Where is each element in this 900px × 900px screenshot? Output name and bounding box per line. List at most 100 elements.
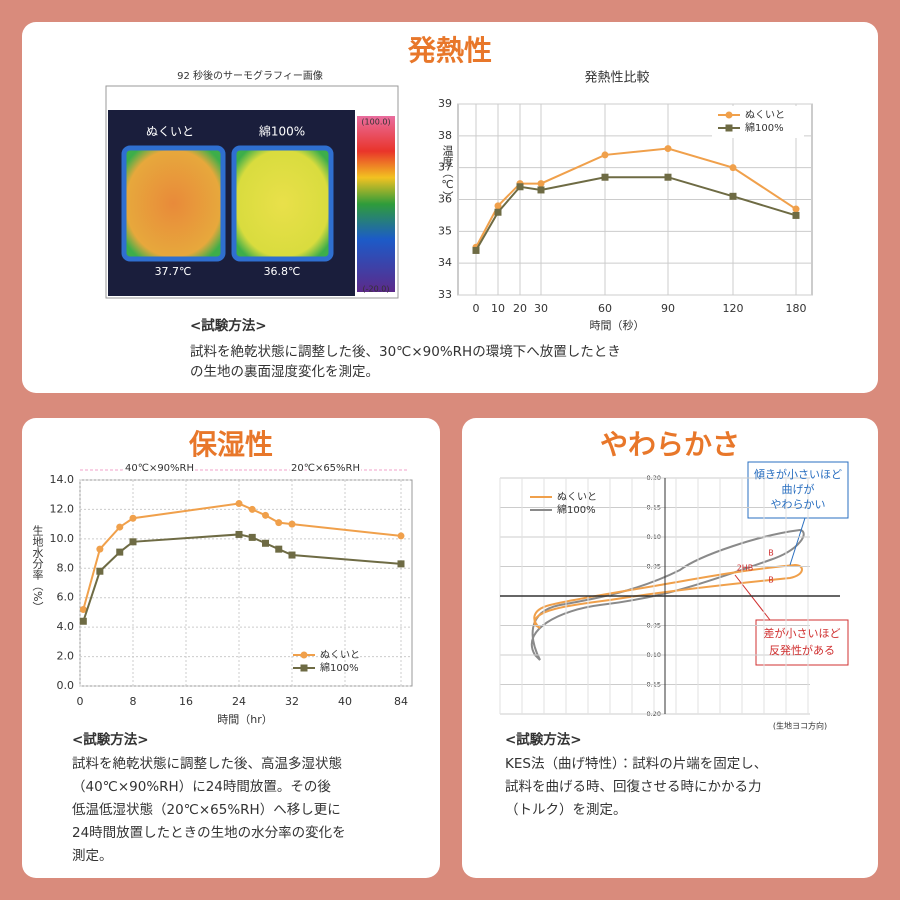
method-text: 試料を曲げる時、回復させる時にかかる力 — [505, 778, 762, 795]
x-tick-label: 16 — [179, 695, 193, 708]
callout-text: やわらかい — [771, 498, 826, 511]
thermo-sample — [231, 145, 334, 262]
point — [494, 202, 502, 210]
y-tick-label: 10.0 — [50, 532, 75, 545]
point — [729, 192, 737, 200]
y-tick-label: 36 — [438, 193, 452, 206]
section-title: 保湿性 — [189, 428, 273, 461]
series-line — [475, 147, 797, 248]
thermo-label: 綿100% — [259, 125, 305, 139]
point — [288, 520, 296, 528]
y-tick-label: 4.0 — [57, 620, 75, 633]
y-tick-label: 33 — [438, 288, 452, 301]
method-text: 試料を絶乾状態に調整した後、30℃×90%RHの環境下へ放置したとき — [190, 343, 621, 360]
y-axis-label: 生地水分率（%） — [31, 524, 44, 613]
x-tick-label: 84 — [394, 695, 408, 708]
point — [516, 183, 524, 191]
point — [494, 208, 502, 216]
method-text: 測定。 — [72, 848, 113, 864]
point — [262, 511, 269, 519]
point — [601, 151, 609, 159]
y-tick-label: 39 — [438, 97, 452, 110]
x-tick-label: 90 — [661, 302, 675, 315]
marker-label: B — [768, 576, 774, 585]
point — [537, 180, 545, 188]
x-tick-label: 0 — [77, 695, 84, 708]
method-text: 試料を絶乾状態に調整した後、高温多湿状態 — [72, 755, 342, 772]
thermo-temp: 37.7℃ — [155, 265, 192, 278]
x-axis-label: 時間（hr） — [217, 713, 273, 726]
point — [275, 545, 283, 553]
x-tick-label: 30 — [534, 302, 548, 315]
plot-frame — [79, 479, 413, 687]
legend-label: 綿100% — [745, 121, 784, 134]
x-tick-label: 10 — [491, 302, 505, 315]
point — [664, 173, 672, 181]
legend-marker — [725, 111, 733, 119]
callout — [747, 461, 849, 519]
method-text: の生地の裏面湿度変化を測定。 — [190, 364, 379, 380]
x-axis-label: 時間（秒） — [590, 318, 645, 332]
callout-text: 曲げが — [782, 482, 815, 496]
scale-label: (-20.0) — [363, 285, 390, 294]
legend-label: ぬくいと — [745, 109, 785, 121]
legend-label: ぬくいと — [557, 491, 597, 503]
marker-label: 2HB — [737, 564, 754, 573]
point — [248, 533, 256, 541]
point — [116, 523, 124, 531]
x-tick-label: 180 — [786, 302, 807, 315]
y-tick-label: 37 — [438, 161, 452, 174]
legend-label: 綿100% — [320, 661, 359, 674]
point — [235, 530, 243, 538]
legend-label: ぬくいと — [320, 649, 360, 661]
section-title: やわらかさ — [600, 428, 740, 461]
x-tick-label: 32 — [285, 695, 299, 708]
series-line — [82, 533, 402, 622]
section-title: 発熱性 — [407, 34, 492, 67]
y-tick-label: 2.0 — [57, 650, 75, 663]
point — [235, 500, 243, 508]
callout-text: 反発性がある — [769, 643, 835, 657]
point — [729, 164, 737, 172]
method-text: （40℃×90%RH）に24時間放置。その後 — [72, 779, 331, 795]
point — [288, 551, 296, 559]
color-scale — [357, 116, 395, 292]
point — [79, 605, 87, 613]
callout-text: 傾きが小さいほど — [754, 467, 842, 481]
point — [664, 145, 672, 153]
series-line — [475, 176, 797, 251]
point — [537, 186, 545, 194]
x-tick-label: 120 — [723, 302, 744, 315]
legend-marker — [300, 664, 308, 672]
thermo-temp: 36.8℃ — [264, 265, 301, 278]
legend-marker — [725, 124, 733, 132]
series-line — [82, 502, 402, 610]
method-text: （トルク）を測定。 — [505, 802, 627, 818]
y-tick-label: 6.0 — [57, 591, 75, 604]
y-tick-label: 38 — [438, 129, 452, 142]
x-tick-label: 24 — [232, 695, 246, 708]
method-heading: <試験方法> — [72, 731, 149, 748]
method-text: KES法（曲げ特性）：試料の片端を固定し、 — [505, 756, 767, 772]
point — [275, 519, 283, 527]
y-axis-label: 温度（℃） — [441, 145, 454, 202]
method-heading: <試験方法> — [190, 317, 267, 334]
callout-line — [789, 517, 806, 566]
x-tick-label: 8 — [130, 695, 137, 708]
legend-label: 綿100% — [557, 503, 596, 516]
point — [96, 567, 104, 575]
point — [792, 211, 800, 219]
method-text: 低温低湿状態（20℃×65%RH）へ移し更に — [72, 802, 341, 818]
x-tick-label: 40 — [338, 695, 352, 708]
y-tick-label: 34 — [438, 256, 452, 269]
point — [79, 617, 87, 625]
y-tick-label: 12.0 — [50, 502, 75, 515]
point — [262, 539, 269, 547]
point — [472, 246, 480, 254]
callout-text: 差が小さいほど — [764, 626, 841, 640]
point — [129, 538, 137, 546]
scale-label: (100.0) — [361, 118, 390, 127]
thermo-label: ぬくいと — [146, 125, 194, 139]
point — [397, 560, 405, 568]
